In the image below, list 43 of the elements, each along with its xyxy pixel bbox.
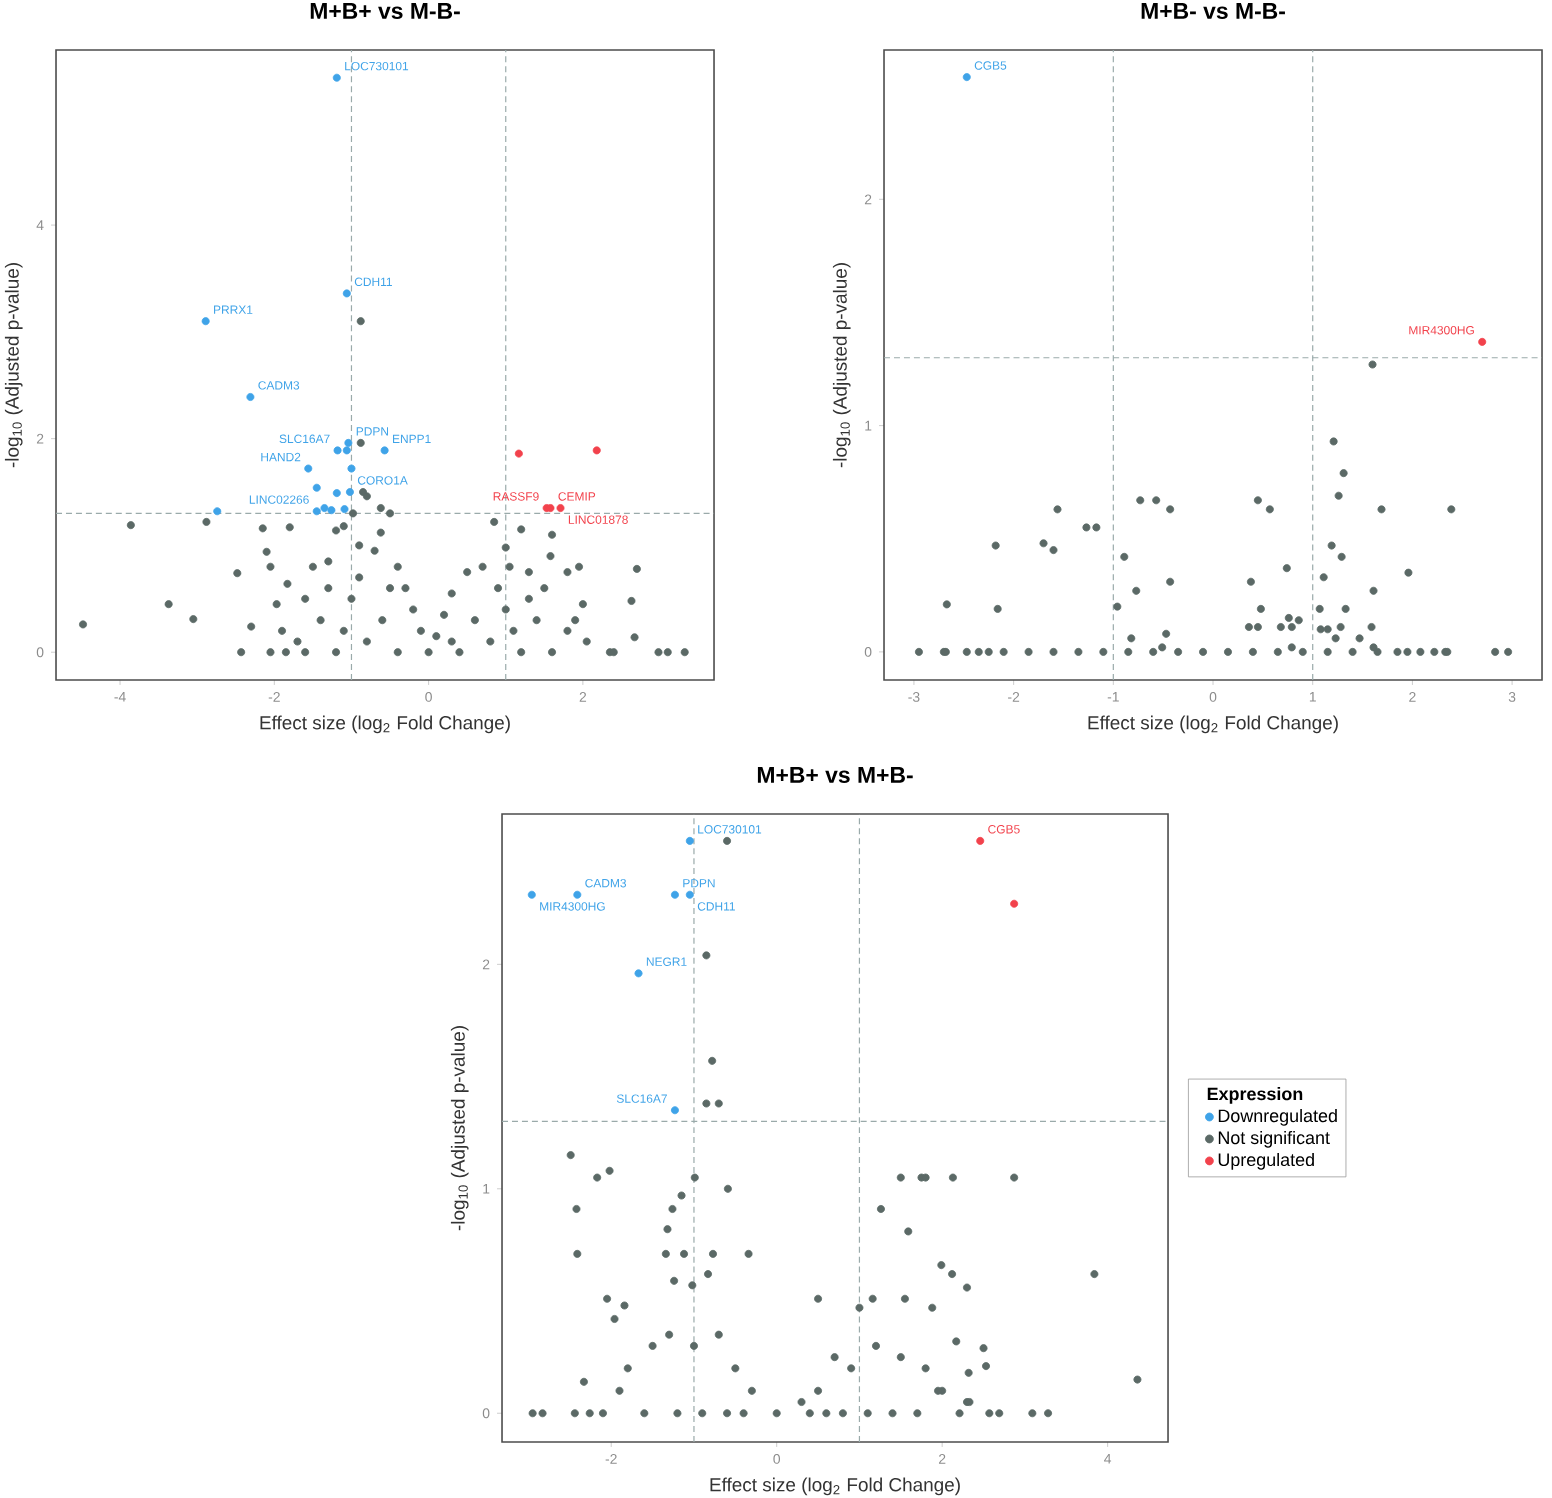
x-axis-title: Effect size (log$_{2}$ Fold Change) xyxy=(1088,715,1338,734)
point xyxy=(514,449,523,458)
y-axis-title: -log$_{10}$ (Adjusted p-value) xyxy=(832,263,851,468)
point xyxy=(592,446,601,455)
point xyxy=(345,488,354,497)
point xyxy=(312,507,321,516)
chart-title: M+B+ vs M-B- xyxy=(310,3,460,20)
y-axis-title: -log$_{10}$ (Adjusted p-value) xyxy=(450,1026,469,1231)
point xyxy=(320,504,329,513)
point xyxy=(527,890,536,899)
point xyxy=(347,464,356,473)
legend-label: Upregulated xyxy=(1218,1152,1314,1170)
chart-title: M+B- vs M-B- xyxy=(1141,3,1285,19)
point xyxy=(201,317,210,326)
point xyxy=(342,446,351,455)
point xyxy=(670,890,679,899)
point xyxy=(573,890,582,899)
point xyxy=(634,969,643,978)
point xyxy=(344,438,353,447)
x-axis-title: Effect size (log$_{2}$ Fold Change) xyxy=(260,715,510,734)
point xyxy=(332,73,341,82)
point xyxy=(685,890,694,899)
point xyxy=(976,836,985,845)
legend-label: Downregulated xyxy=(1218,1108,1337,1126)
point xyxy=(327,506,336,515)
point xyxy=(246,393,255,401)
point xyxy=(213,507,222,516)
point xyxy=(380,446,389,455)
point xyxy=(685,836,694,845)
point xyxy=(332,489,341,498)
legend-title: Expression xyxy=(1207,1087,1303,1104)
legend-label: Not significant xyxy=(1218,1130,1330,1148)
point xyxy=(333,446,342,455)
point xyxy=(312,483,321,492)
x-axis-title: Effect size (log$_{2}$ Fold Change) xyxy=(710,1477,960,1496)
point xyxy=(556,504,565,513)
point xyxy=(304,464,313,473)
chart-title: M+B+ vs M+B- xyxy=(757,767,913,784)
y-axis-title: -log$_{10}$ (Adjusted p-value) xyxy=(4,263,23,468)
point xyxy=(342,289,351,298)
point xyxy=(340,505,349,514)
point xyxy=(670,1106,679,1115)
point xyxy=(1010,899,1019,908)
